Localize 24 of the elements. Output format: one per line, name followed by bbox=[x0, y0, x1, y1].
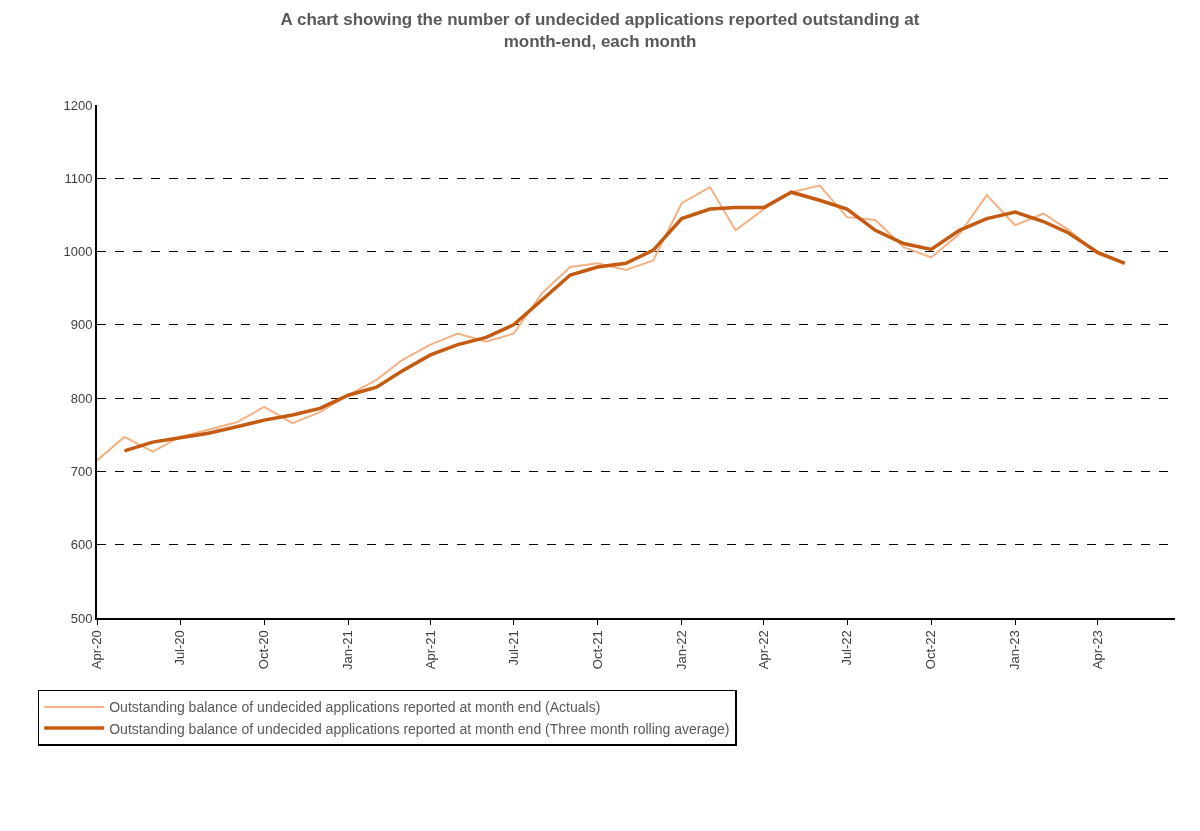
y-tick-label: 900 bbox=[70, 317, 93, 333]
x-tick-label: Apr-21 bbox=[422, 630, 438, 670]
x-tick-label: Jul-20 bbox=[172, 630, 188, 666]
x-tick-label: Jan-22 bbox=[673, 630, 689, 670]
y-tick-label: 1000 bbox=[63, 244, 93, 260]
y-tick-label: 500 bbox=[70, 610, 93, 626]
x-tick-label: Jan-21 bbox=[340, 630, 356, 670]
x-tick-label: Oct-20 bbox=[256, 630, 272, 670]
x-tick-label: Jul-22 bbox=[839, 630, 855, 666]
y-tick-label: 600 bbox=[70, 537, 93, 553]
x-tick-label: Apr-20 bbox=[89, 630, 105, 670]
y-tick-label: 700 bbox=[70, 463, 93, 479]
legend-label: Outstanding balance of undecided applications reported at month end (Actuals) bbox=[109, 699, 601, 716]
x-tick-label: Jul-21 bbox=[505, 630, 521, 666]
y-tick-label: 1200 bbox=[63, 97, 93, 113]
x-tick-label: Oct-21 bbox=[589, 630, 605, 670]
y-tick-label: 1100 bbox=[64, 170, 93, 186]
x-tick-label: Oct-22 bbox=[923, 630, 939, 670]
x-tick-label: Apr-22 bbox=[756, 630, 772, 670]
x-tick-label: Apr-23 bbox=[1089, 630, 1105, 670]
y-tick-label: 800 bbox=[70, 390, 93, 406]
legend-label: Outstanding balance of undecided applications reported at month end (Three month rolling average) bbox=[109, 720, 730, 737]
chart-title: A chart showing the number of undecided applications reported outstanding at month-end, each month bbox=[280, 9, 920, 52]
x-tick-label: Jan-23 bbox=[1007, 630, 1023, 670]
